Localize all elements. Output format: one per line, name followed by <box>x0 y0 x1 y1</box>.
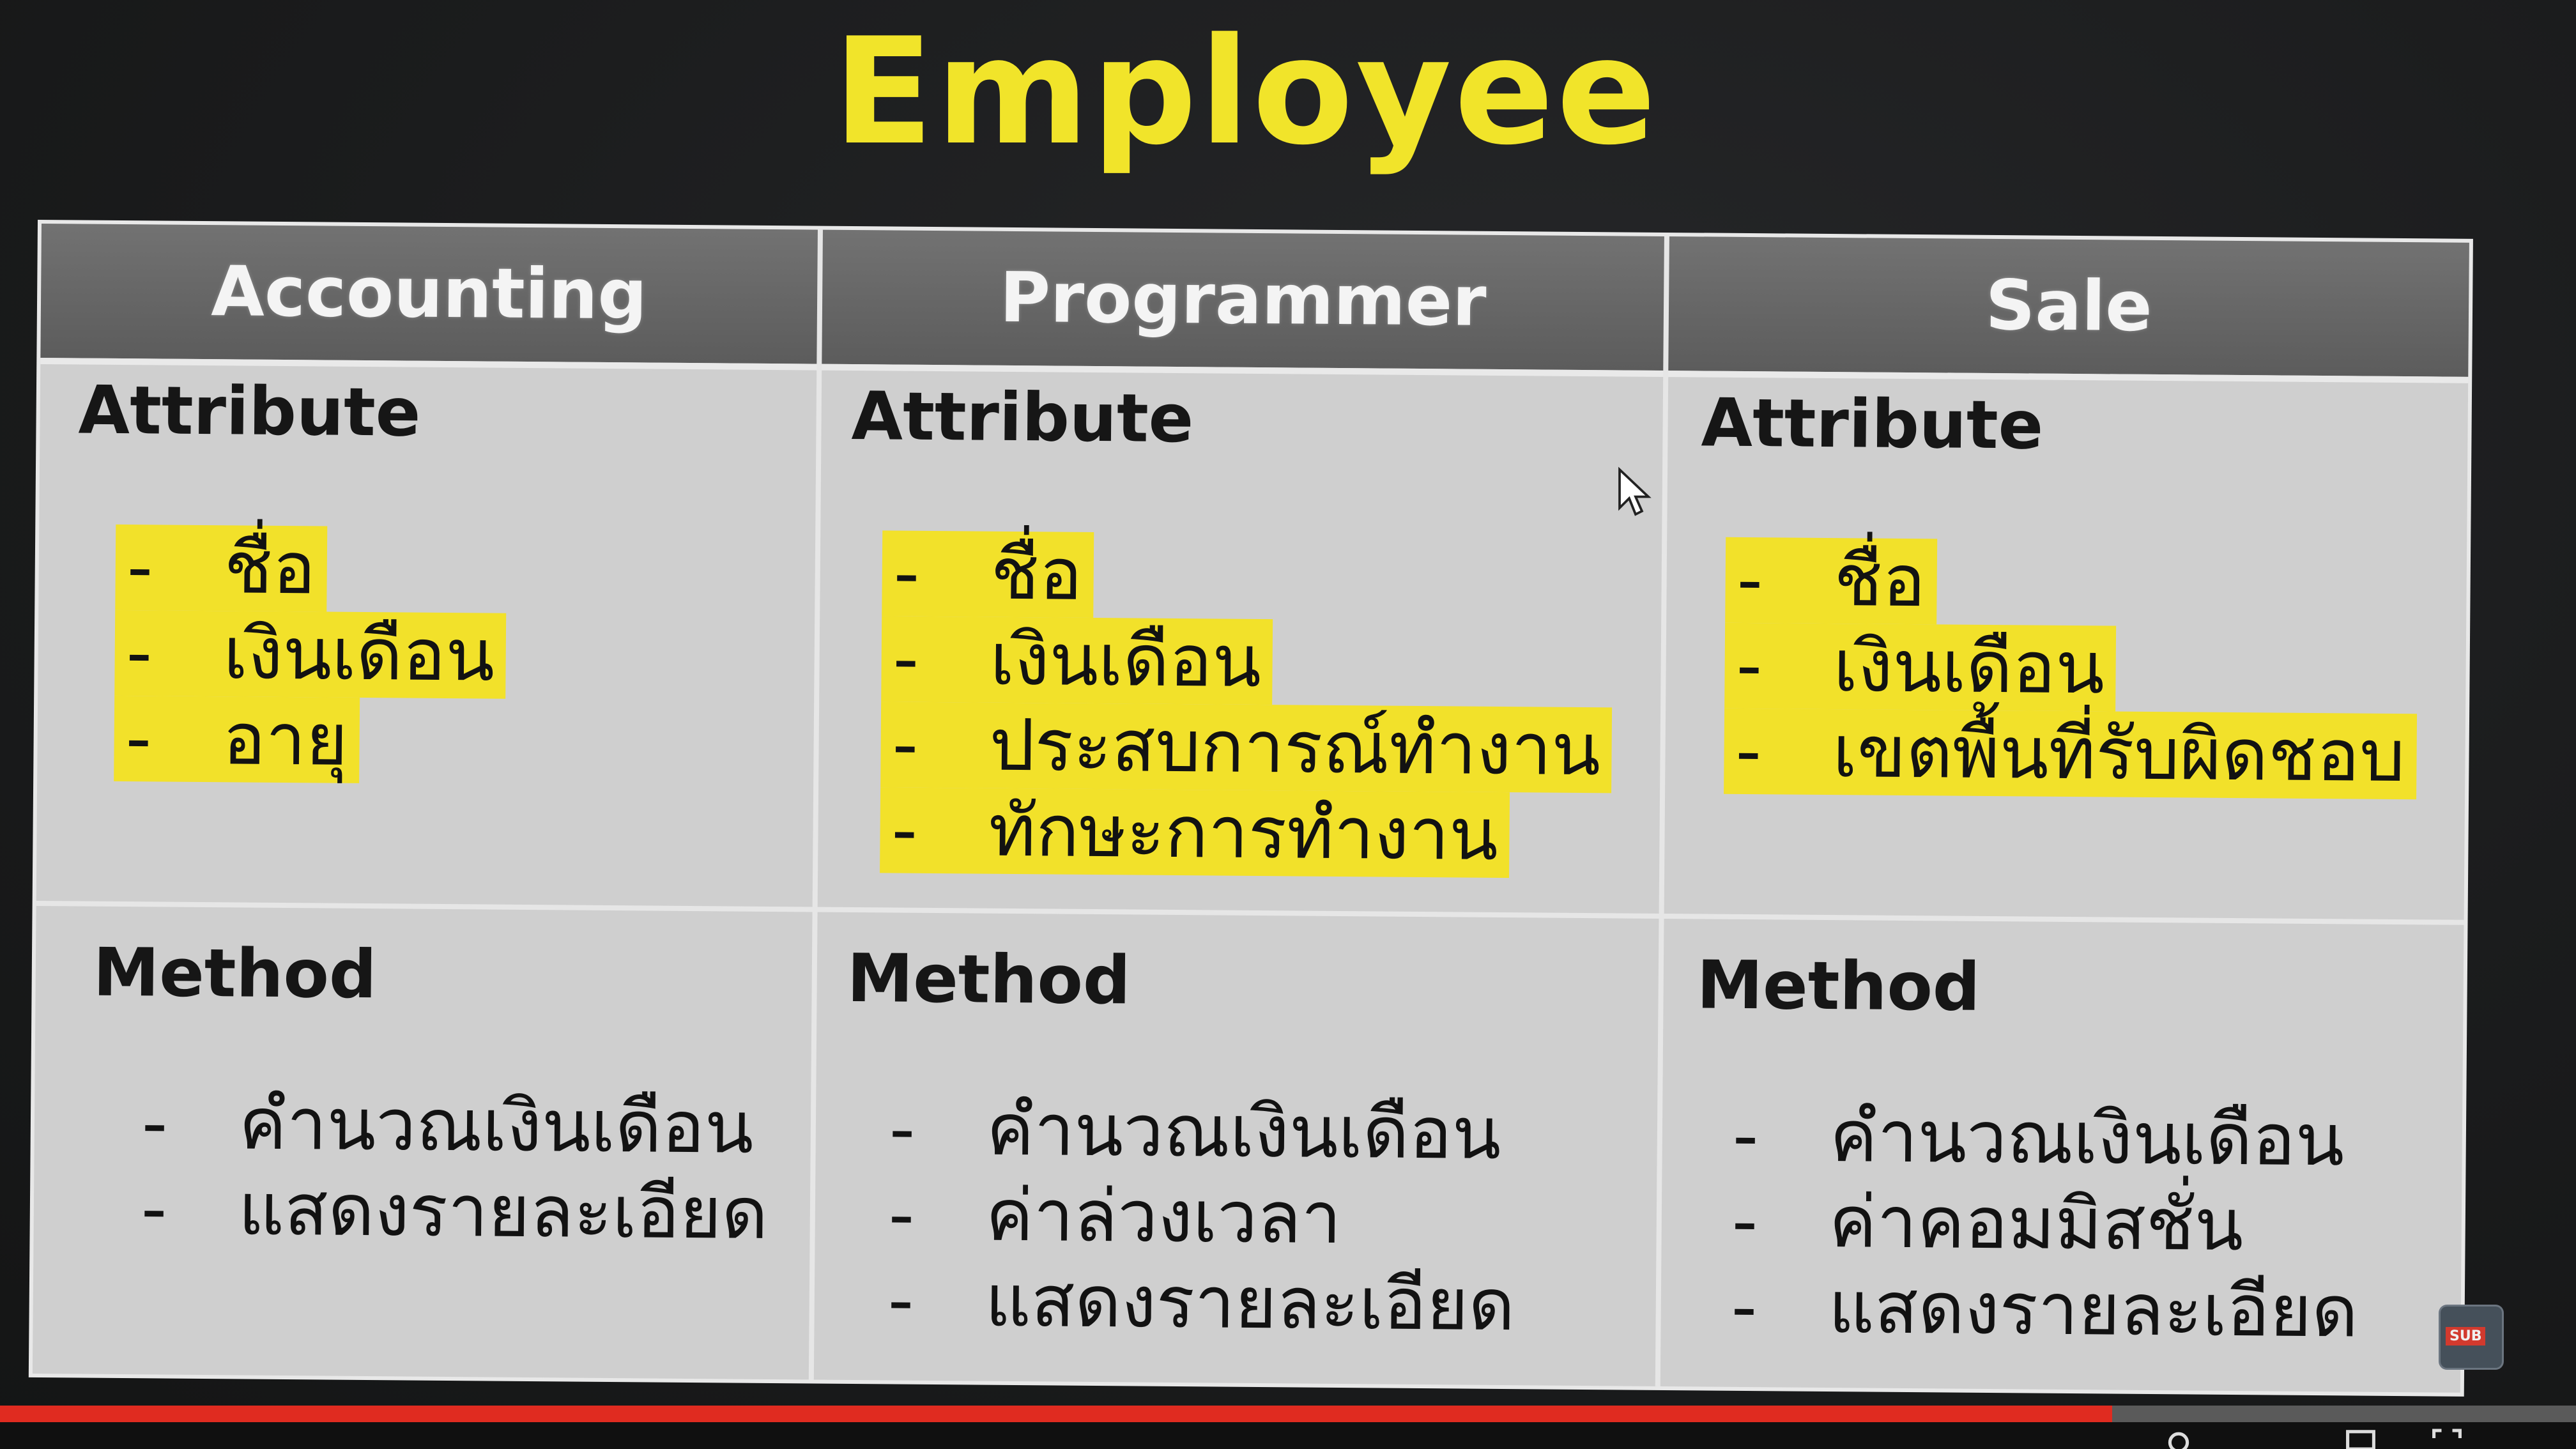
attribute-label: Attribute <box>78 371 421 452</box>
bullet: - <box>893 617 919 701</box>
attribute-label: Attribute <box>851 376 1194 458</box>
method-list-accounting: - คำนวณเงินเดือน - แสดงรายละเอียด <box>129 1080 769 1257</box>
bullet: - <box>126 526 153 610</box>
theater-mode-icon[interactable] <box>2338 1427 2383 1449</box>
list-item: - ชื่อ <box>115 524 328 612</box>
method-name: คำนวณเงินเดือน <box>1829 1095 2345 1183</box>
list-item: - คำนวณเงินเดือน <box>877 1086 1516 1177</box>
slide-title: Employee <box>832 7 1659 178</box>
subscribe-badge-icon[interactable]: SUB <box>2441 1307 2502 1368</box>
header-sale: Sale <box>1985 265 2153 347</box>
bullet: - <box>1731 1265 1758 1349</box>
attribute-salary: เงินเดือน <box>223 612 495 698</box>
list-item: - แสดงรายละเอียด <box>1719 1264 2358 1355</box>
player-controls <box>0 1422 2576 1449</box>
list-item: - คำนวณเงินเดือน <box>1721 1093 2359 1184</box>
bullet: - <box>1736 538 1763 622</box>
method-name: แสดงรายละเอียด <box>238 1168 769 1255</box>
method-name: ค่าล่วงเวลา <box>985 1174 1342 1261</box>
subscribe-badge-label: SUB <box>2446 1327 2486 1346</box>
bullet: - <box>1732 1094 1759 1178</box>
list-item: - แสดงรายละเอียด <box>129 1166 768 1257</box>
list-item: - ทักษะการทำงาน <box>880 787 1510 878</box>
list-item: - ค่าคอมมิสชั่น <box>1720 1179 2359 1269</box>
bullet: - <box>891 788 918 872</box>
method-name: แสดงรายละเอียด <box>1828 1266 2359 1354</box>
attribute-name: ชื่อ <box>224 526 316 611</box>
list-item: - ชื่อ <box>1725 537 1938 625</box>
bullet: - <box>1736 624 1763 708</box>
list-item: - อายุ <box>114 695 360 783</box>
attribute-list-accounting: - ชื่อ - เงินเดือน - อายุ <box>114 524 507 785</box>
attribute-salary: เงินเดือน <box>1833 625 2105 710</box>
attribute-label: Attribute <box>1701 383 2044 464</box>
attribute-list-sale: - ชื่อ - เงินเดือน - เขตพื้นที่รับผิดชอบ <box>1724 537 2418 800</box>
bullet: - <box>1731 1179 1758 1264</box>
attribute-territory: เขตพื้นที่รับผิดชอบ <box>1832 710 2405 799</box>
settings-icon[interactable] <box>2159 1427 2198 1449</box>
list-item: - ชื่อ <box>882 530 1094 618</box>
column-divider <box>1655 236 1669 1386</box>
list-item: - เงินเดือน <box>114 610 507 699</box>
list-item: - แสดงรายละเอียด <box>876 1257 1515 1348</box>
column-divider <box>808 229 823 1380</box>
video-progress-fill <box>0 1406 2113 1422</box>
header-programmer: Programmer <box>999 257 1487 342</box>
list-item: - เงินเดือน <box>1724 622 2117 712</box>
attribute-name: ชื่อ <box>1834 539 1926 624</box>
attribute-list-programmer: - ชื่อ - เงินเดือน - ประสบการณ์ทำงาน - ทักษะ… <box>880 530 1614 878</box>
attribute-experience: ประสบการณ์ทำงาน <box>989 703 1601 792</box>
bullet: - <box>893 532 920 615</box>
attribute-age: อายุ <box>222 698 348 782</box>
list-item: - ประสบการณ์ทำงาน <box>880 702 1613 793</box>
method-list-sale: - คำนวณเงินเดือน - ค่าคอมมิสชั่น - แสดงรายล… <box>1719 1093 2359 1355</box>
method-label: Method <box>93 933 377 1014</box>
method-label: Method <box>847 939 1131 1020</box>
list-item: - คำนวณเงินเดือน <box>130 1080 769 1171</box>
bullet: - <box>1735 709 1762 793</box>
mouse-cursor-icon <box>1618 466 1652 516</box>
method-name: คำนวณเงินเดือน <box>986 1088 1501 1176</box>
list-item: - ค่าล่วงเวลา <box>877 1172 1515 1262</box>
video-progress-bar[interactable] <box>0 1406 2576 1422</box>
method-name: คำนวณเงินเดือน <box>238 1082 754 1170</box>
bullet: - <box>887 1259 914 1342</box>
header-accounting: Accounting <box>210 252 648 335</box>
bullet: - <box>125 697 152 781</box>
attribute-name: ชื่อ <box>990 532 1083 617</box>
bullet: - <box>141 1082 168 1165</box>
attribute-skill: ทักษะการทำงาน <box>988 789 1499 877</box>
class-table: Accounting Programmer Sale Attribute - ชื… <box>32 224 2469 1393</box>
list-item: - เงินเดือน <box>881 616 1273 705</box>
row-divider <box>36 900 2464 925</box>
method-label: Method <box>1696 946 1981 1026</box>
method-name: ค่าคอมมิสชั่น <box>1828 1181 2244 1268</box>
bullet: - <box>892 703 919 786</box>
bullet: - <box>888 1173 915 1257</box>
list-item: - เขตพื้นที่รับผิดชอบ <box>1724 708 2417 800</box>
method-name: แสดงรายละเอียด <box>985 1259 1515 1347</box>
bullet: - <box>889 1087 916 1171</box>
bullet: - <box>141 1167 167 1251</box>
bullet: - <box>126 611 153 695</box>
method-list-programmer: - คำนวณเงินเดือน - ค่าล่วงเวลา - แสดงรายละเ… <box>876 1086 1516 1348</box>
attribute-salary: เงินเดือน <box>990 618 1262 704</box>
fullscreen-icon[interactable] <box>2428 1427 2466 1449</box>
